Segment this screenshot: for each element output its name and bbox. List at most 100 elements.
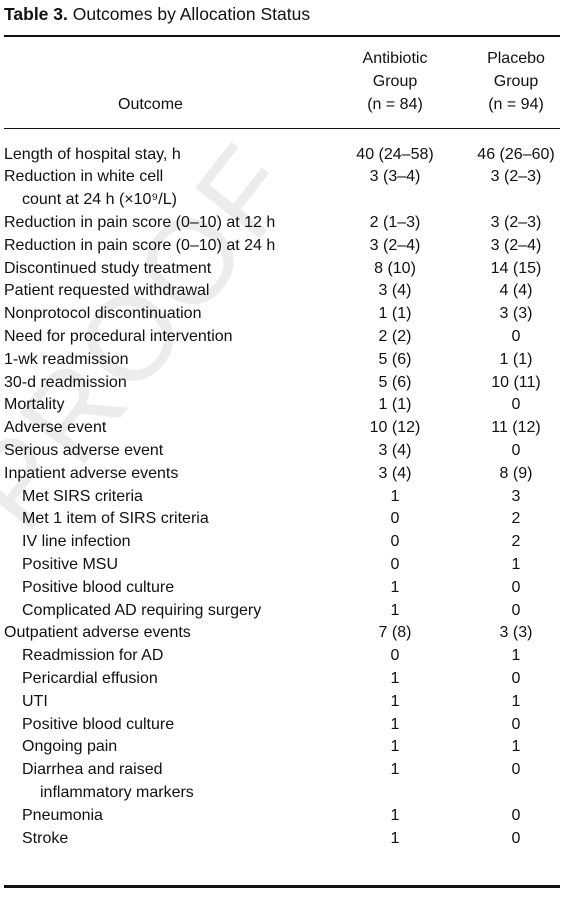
cell: 0 <box>511 396 521 414</box>
row-label: Adverse event <box>4 419 107 437</box>
cell: 3 (2–4) <box>369 236 421 254</box>
cell: 3 (3) <box>499 305 533 323</box>
cell: 0 <box>511 806 521 824</box>
row-label: Reduction in pain score (0–10) at 12 h <box>4 214 276 231</box>
cell: 0 <box>390 647 400 665</box>
row-label: Met SIRS criteria <box>22 487 143 505</box>
row-label: Outpatient adverse events <box>4 624 191 642</box>
cell: 1 <box>390 806 400 824</box>
cell: 0 <box>390 510 400 528</box>
row-label: Reduction in pain score (0–10) at 24 h <box>4 236 276 254</box>
cell: 0 <box>511 715 521 733</box>
cell: 0 <box>511 328 521 345</box>
cell: 2 <box>511 510 521 528</box>
row-label: inflammatory markers <box>40 784 194 801</box>
cell: 2 (2) <box>378 328 412 345</box>
row-label: 30-d readmission <box>4 373 127 391</box>
cell: 1 <box>390 715 400 733</box>
cell: 0 <box>511 761 521 779</box>
cell: 1 (1) <box>378 305 412 323</box>
cell: 8 (10) <box>374 259 416 277</box>
cell: 0 <box>390 556 400 573</box>
row-label: Length of hospital stay, h <box>4 145 181 163</box>
cell: 3 (2–3) <box>490 168 542 186</box>
row-label: Ongoing pain <box>22 738 118 756</box>
cell: 11 (12) <box>491 419 541 437</box>
row-label: count at 24 h (×10⁹/L) <box>22 191 177 209</box>
column-header: Group <box>372 72 418 90</box>
cell: 1 <box>511 738 521 756</box>
row-label: Discontinued study treatment <box>4 259 212 277</box>
cell: 1 <box>511 647 521 665</box>
cell: 0 <box>511 578 521 596</box>
cell: 1 <box>390 738 400 756</box>
row-label: Nonprotocol discontinuation <box>4 305 202 323</box>
cell: 0 <box>511 601 521 619</box>
cell: 10 (12) <box>369 419 421 437</box>
cell: 1 <box>390 670 400 687</box>
row-label: 1-wk readmission <box>4 350 129 368</box>
cell: 4 (4) <box>499 282 533 300</box>
row-label: Serious adverse event <box>4 442 164 459</box>
row-label: Pneumonia <box>22 806 103 824</box>
row-label: Positive blood culture <box>22 715 175 733</box>
cell: 1 <box>390 578 400 596</box>
cell: 3 (3) <box>499 624 533 642</box>
cell: 1 <box>390 829 400 847</box>
cell: 1 (1) <box>378 396 412 414</box>
cell: 10 (11) <box>491 373 541 391</box>
column-header: Group <box>493 72 539 90</box>
cell: 2 (1–3) <box>369 214 421 231</box>
table-label: Table 3. <box>4 4 68 24</box>
row-label: Reduction in white cell <box>4 168 164 186</box>
column-header: Outcome <box>118 95 183 113</box>
header-rule <box>4 128 560 129</box>
cell: 5 (6) <box>378 373 412 391</box>
column-header: (n = 84) <box>367 95 423 113</box>
cell: 1 (1) <box>499 350 533 368</box>
row-label: IV line infection <box>22 533 131 551</box>
cell: 3 (2–4) <box>490 236 542 254</box>
bottom-rule <box>4 885 560 888</box>
row-label: Stroke <box>22 829 69 847</box>
row-label: Need for procedural intervention <box>4 328 233 345</box>
cell: 1 <box>511 556 521 573</box>
cell: 1 <box>390 761 400 779</box>
table-title: Outcomes by Allocation Status <box>72 4 311 24</box>
top-rule <box>4 35 560 37</box>
column-header: (n = 94) <box>488 95 544 113</box>
row-label: Positive MSU <box>22 556 119 573</box>
title: Table 3. Outcomes by Allocation Status <box>4 4 310 25</box>
row-label: Positive blood culture <box>22 578 175 596</box>
cell: 1 <box>390 692 400 710</box>
row-label: UTI <box>22 692 48 710</box>
cell: 1 <box>390 487 400 505</box>
row-label: Pericardial effusion <box>22 670 158 687</box>
cell: 40 (24–58) <box>356 145 434 163</box>
cell: 0 <box>511 829 521 847</box>
row-label: Patient requested withdrawal <box>4 282 210 300</box>
row-label: Complicated AD requiring surgery <box>22 601 262 619</box>
cell: 0 <box>511 442 521 459</box>
cell: 3 (2–3) <box>490 214 542 231</box>
row-label: Met 1 item of SIRS criteria <box>22 510 209 528</box>
cell: 7 (8) <box>378 624 412 642</box>
row-label: Readmission for AD <box>22 647 164 665</box>
cell: 0 <box>511 670 521 687</box>
cell: 0 <box>390 533 400 551</box>
row-label: Inpatient adverse events <box>4 464 179 482</box>
cell: 1 <box>511 692 521 710</box>
cell: 46 (26–60) <box>477 145 555 163</box>
cell: 3 (4) <box>378 282 412 300</box>
cell: 3 (4) <box>378 464 412 482</box>
cell: 2 <box>511 533 521 551</box>
cell: 8 (9) <box>499 464 533 482</box>
cell: 5 (6) <box>378 350 412 368</box>
column-header: Placebo <box>487 50 545 67</box>
cell: 1 <box>390 601 400 619</box>
row-label: Diarrhea and raised <box>22 761 163 779</box>
cell: 3 <box>511 487 521 505</box>
cell: 14 (15) <box>490 259 542 277</box>
column-header: Antibiotic <box>362 50 428 67</box>
